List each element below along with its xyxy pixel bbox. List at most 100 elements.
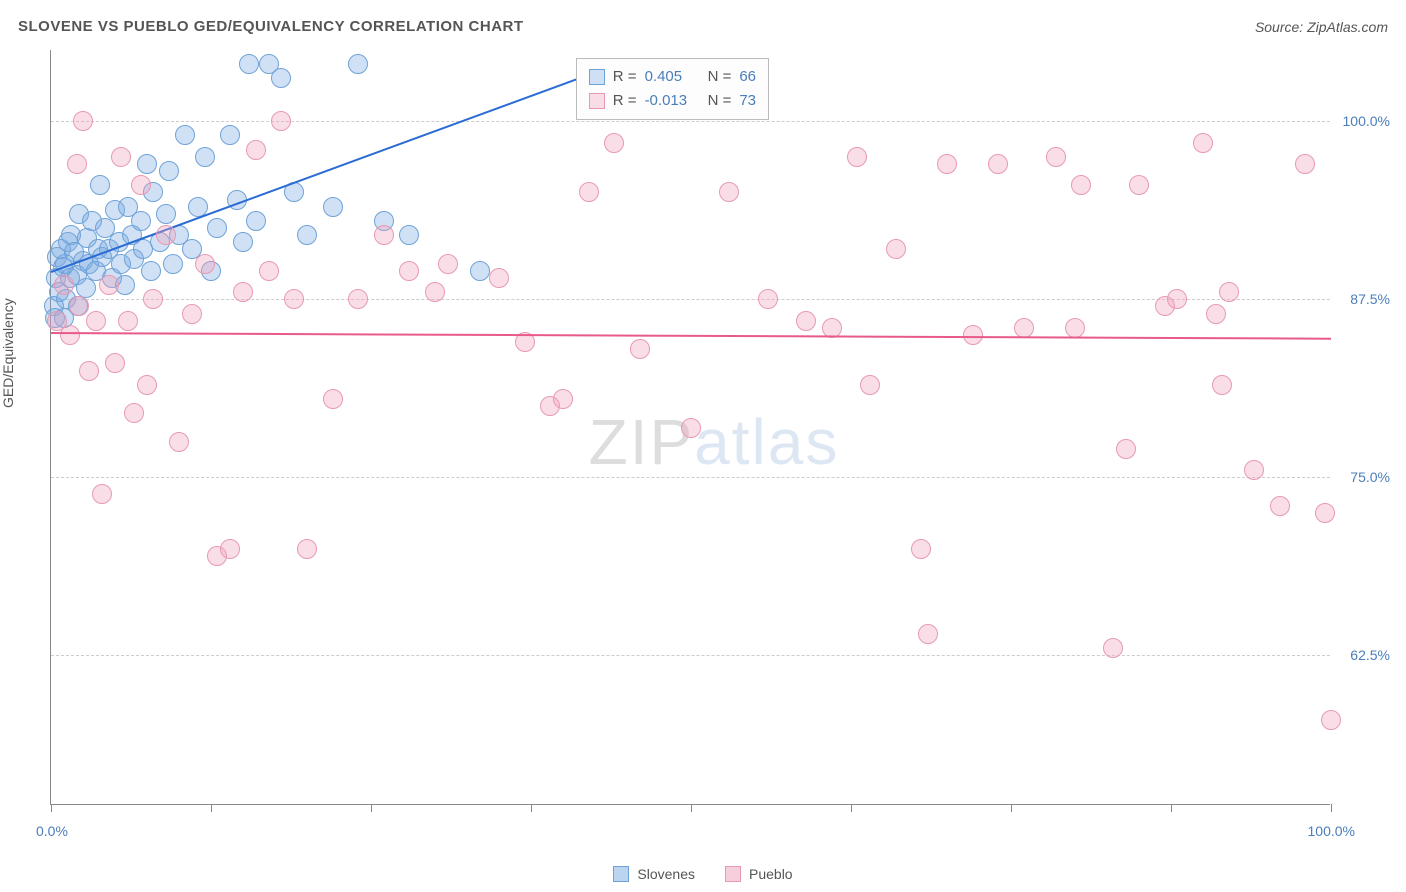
scatter-point bbox=[860, 375, 880, 395]
scatter-point bbox=[886, 239, 906, 259]
scatter-point bbox=[143, 289, 163, 309]
scatter-point bbox=[1014, 318, 1034, 338]
legend-swatch bbox=[613, 866, 629, 882]
scatter-point bbox=[141, 261, 161, 281]
scatter-point bbox=[681, 418, 701, 438]
y-tick-label: 100.0% bbox=[1335, 113, 1390, 129]
trend-line bbox=[51, 64, 615, 272]
scatter-point bbox=[297, 539, 317, 559]
correlation-box: R = 0.405 N = 66R = -0.013 N = 73 bbox=[576, 58, 769, 120]
scatter-point bbox=[220, 539, 240, 559]
x-min-label: 0.0% bbox=[36, 823, 68, 839]
legend-swatch bbox=[725, 866, 741, 882]
scatter-point bbox=[348, 54, 368, 74]
corr-r-label: R = bbox=[613, 89, 637, 113]
watermark-zip: ZIP bbox=[589, 406, 695, 478]
scatter-point bbox=[118, 311, 138, 331]
scatter-point bbox=[399, 225, 419, 245]
scatter-point bbox=[90, 175, 110, 195]
x-tick bbox=[211, 804, 212, 812]
scatter-point bbox=[156, 225, 176, 245]
chart-header: SLOVENE VS PUEBLO GED/EQUIVALENCY CORREL… bbox=[18, 18, 1388, 35]
scatter-point bbox=[124, 403, 144, 423]
scatter-point bbox=[131, 175, 151, 195]
scatter-point bbox=[1116, 439, 1136, 459]
y-axis-label: GED/Equivalency bbox=[0, 298, 16, 408]
scatter-point bbox=[131, 211, 151, 231]
scatter-point bbox=[163, 254, 183, 274]
scatter-point bbox=[207, 218, 227, 238]
legend: SlovenesPueblo bbox=[0, 866, 1406, 882]
scatter-point bbox=[195, 254, 215, 274]
scatter-point bbox=[105, 353, 125, 373]
scatter-point bbox=[374, 225, 394, 245]
scatter-point bbox=[470, 261, 490, 281]
scatter-point bbox=[182, 304, 202, 324]
corr-n-value: 73 bbox=[739, 89, 756, 113]
scatter-point bbox=[54, 275, 74, 295]
scatter-point bbox=[220, 125, 240, 145]
scatter-point bbox=[988, 154, 1008, 174]
scatter-point bbox=[425, 282, 445, 302]
scatter-point bbox=[963, 325, 983, 345]
scatter-point bbox=[911, 539, 931, 559]
scatter-point bbox=[1103, 638, 1123, 658]
gridline-h bbox=[51, 477, 1330, 478]
scatter-point bbox=[348, 289, 368, 309]
gridline-h bbox=[51, 655, 1330, 656]
corr-n-value: 66 bbox=[739, 65, 756, 89]
scatter-point bbox=[796, 311, 816, 331]
scatter-point bbox=[323, 197, 343, 217]
scatter-point bbox=[99, 275, 119, 295]
scatter-point bbox=[323, 389, 343, 409]
x-max-label: 100.0% bbox=[1308, 823, 1355, 839]
x-tick bbox=[371, 804, 372, 812]
scatter-point bbox=[246, 211, 266, 231]
watermark: ZIPatlas bbox=[589, 405, 840, 479]
x-tick bbox=[531, 804, 532, 812]
scatter-point bbox=[1206, 304, 1226, 324]
scatter-point bbox=[1071, 175, 1091, 195]
y-tick-label: 87.5% bbox=[1335, 291, 1390, 307]
scatter-point bbox=[438, 254, 458, 274]
chart-plot-area: ZIPatlas 62.5%75.0%87.5%100.0%0.0%100.0%… bbox=[50, 50, 1330, 805]
scatter-point bbox=[1212, 375, 1232, 395]
scatter-point bbox=[271, 68, 291, 88]
correlation-row: R = -0.013 N = 73 bbox=[589, 89, 756, 113]
scatter-point bbox=[719, 182, 739, 202]
scatter-point bbox=[1065, 318, 1085, 338]
chart-source: Source: ZipAtlas.com bbox=[1255, 19, 1388, 35]
scatter-point bbox=[111, 147, 131, 167]
y-tick-label: 75.0% bbox=[1335, 469, 1390, 485]
scatter-point bbox=[489, 268, 509, 288]
scatter-point bbox=[159, 161, 179, 181]
y-tick-label: 62.5% bbox=[1335, 647, 1390, 663]
scatter-point bbox=[76, 278, 96, 298]
scatter-point bbox=[1167, 289, 1187, 309]
legend-label: Pueblo bbox=[749, 866, 793, 882]
scatter-point bbox=[1244, 460, 1264, 480]
scatter-point bbox=[1295, 154, 1315, 174]
x-tick bbox=[51, 804, 52, 812]
scatter-point bbox=[175, 125, 195, 145]
scatter-point bbox=[297, 225, 317, 245]
scatter-point bbox=[1321, 710, 1341, 730]
scatter-point bbox=[233, 282, 253, 302]
legend-item: Pueblo bbox=[725, 866, 793, 882]
corr-n-label: N = bbox=[708, 65, 732, 89]
scatter-point bbox=[1129, 175, 1149, 195]
scatter-point bbox=[137, 375, 157, 395]
corr-r-value: -0.013 bbox=[645, 89, 700, 113]
scatter-point bbox=[259, 261, 279, 281]
scatter-point bbox=[553, 389, 573, 409]
scatter-point bbox=[67, 154, 87, 174]
scatter-point bbox=[195, 147, 215, 167]
corr-r-value: 0.405 bbox=[645, 65, 700, 89]
scatter-point bbox=[60, 325, 80, 345]
scatter-point bbox=[1315, 503, 1335, 523]
scatter-point bbox=[1193, 133, 1213, 153]
scatter-point bbox=[169, 432, 189, 452]
scatter-point bbox=[579, 182, 599, 202]
corr-n-label: N = bbox=[708, 89, 732, 113]
correlation-row: R =0.405N =66 bbox=[589, 65, 756, 89]
